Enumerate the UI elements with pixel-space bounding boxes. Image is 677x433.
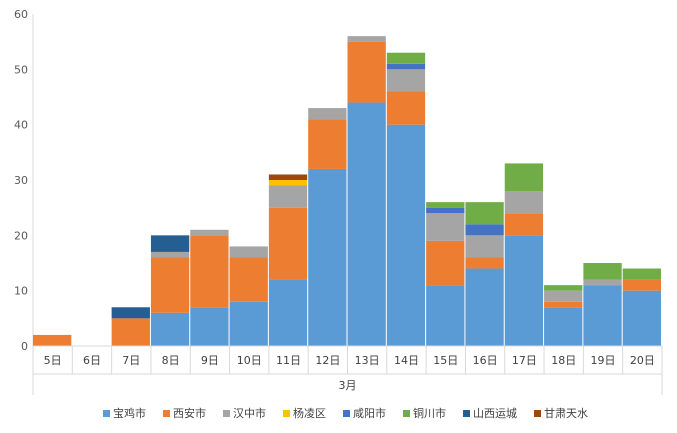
legend-swatch <box>403 410 410 417</box>
legend-swatch <box>283 410 290 417</box>
bar-segment <box>426 207 465 214</box>
y-tick-label: 50 <box>14 63 28 76</box>
x-tick-label: 8日 <box>162 354 180 367</box>
legend-label: 西安市 <box>173 406 206 420</box>
bar-segment <box>504 235 544 346</box>
bar-segment <box>150 251 190 258</box>
x-tick-label: 20日 <box>630 354 655 367</box>
y-tick-label: 20 <box>14 229 28 242</box>
bar-segment <box>386 63 426 70</box>
bar-segment <box>190 229 229 236</box>
bar-segment <box>229 246 268 258</box>
bar-segment <box>544 307 583 346</box>
bar-segment <box>465 268 504 346</box>
bar-segment <box>347 36 386 42</box>
bar-segment <box>622 290 661 346</box>
bar-segment <box>465 235 504 258</box>
bar-segment <box>622 279 661 291</box>
bar-segment <box>426 285 465 346</box>
bar-segment <box>268 279 308 346</box>
legend-label: 杨凌区 <box>293 406 326 420</box>
x-tick-label: 19日 <box>591 354 616 367</box>
bar-segment <box>190 235 229 308</box>
bar-segment <box>465 257 504 269</box>
bar-segment <box>190 307 229 346</box>
bar-segment <box>268 207 308 280</box>
bar-segment <box>268 180 308 186</box>
legend-swatch <box>163 410 170 417</box>
bar-segment <box>386 52 426 64</box>
x-tick-label: 14日 <box>394 354 419 367</box>
x-tick-label: 6日 <box>83 354 101 367</box>
bar-segment <box>426 240 465 286</box>
bar-segment <box>150 257 190 313</box>
bar-segment <box>308 119 347 169</box>
bar-segment <box>229 301 268 346</box>
bar-segment <box>111 307 150 319</box>
legend-label: 山西运城 <box>473 407 517 420</box>
x-tick-label: 9日 <box>201 354 219 367</box>
bar-segment <box>268 185 308 208</box>
bar-segment <box>583 279 622 286</box>
x-tick-label: 5日 <box>44 354 62 367</box>
y-tick-label: 30 <box>14 174 28 187</box>
bar-segment <box>583 285 622 346</box>
bar-segment <box>386 91 426 125</box>
bar-segment <box>111 318 150 346</box>
bar-segment <box>426 213 465 241</box>
bar-segment <box>544 285 583 291</box>
bar-segment <box>544 290 583 302</box>
legend-swatch <box>343 410 350 417</box>
x-tick-label: 13日 <box>355 354 380 367</box>
bar-segment <box>150 312 190 346</box>
bar-segment <box>465 224 504 236</box>
bar-segment <box>386 69 426 92</box>
x-tick-label: 17日 <box>512 354 537 367</box>
legend-swatch <box>463 410 470 417</box>
bar-segment <box>583 263 622 280</box>
bars <box>33 36 661 347</box>
y-tick-label: 10 <box>14 285 28 298</box>
legend-swatch <box>103 410 110 417</box>
legend-label: 铜川市 <box>413 406 446 420</box>
x-tick-label: 16日 <box>473 354 498 367</box>
legend: 宝鸡市 西安市 汉中市 杨凌区 咸阳市 铜川市 山西运城 甘肃天水 <box>103 406 588 420</box>
x-tick-label: 11日 <box>276 354 301 367</box>
bar-segment <box>622 268 661 280</box>
bar-segment <box>308 168 347 346</box>
legend-label: 宝鸡市 <box>113 406 146 420</box>
bar-segment <box>150 235 190 252</box>
bar-segment <box>386 124 426 347</box>
legend-label: 咸阳市 <box>353 406 386 420</box>
bar-segment <box>426 202 465 208</box>
bar-segment <box>504 213 544 236</box>
x-tick-label: 7日 <box>122 354 140 367</box>
bar-segment <box>347 41 386 103</box>
x-tick-label: 10日 <box>237 354 262 367</box>
legend-label: 汉中市 <box>233 406 266 420</box>
bar-segment <box>347 102 386 347</box>
bar-segment <box>33 334 72 346</box>
bar-segment <box>229 257 268 302</box>
x-axis: 5日 6日 7日 8日 9日 10日 11日 12日 13日 14日 15日 16日 17日 18日 19日… <box>32 345 663 395</box>
x-tick-label: 12日 <box>315 354 340 367</box>
legend-swatch <box>534 410 541 417</box>
x-group-label: 3月 <box>339 379 357 392</box>
bar-segment <box>504 163 544 192</box>
y-tick-label: 40 <box>14 119 28 132</box>
bar-segment <box>544 301 583 308</box>
y-tick-label: 60 <box>14 8 28 21</box>
legend-label: 甘肃天水 <box>544 407 588 420</box>
y-axis-ticks: 0 10 20 30 40 50 60 <box>14 8 28 353</box>
bar-segment <box>268 174 308 180</box>
x-tick-label: 15日 <box>433 354 458 367</box>
y-tick-label: 0 <box>21 340 28 353</box>
legend-swatch <box>223 410 230 417</box>
bar-segment <box>308 108 347 120</box>
x-tick-label: 18日 <box>551 354 576 367</box>
bar-segment <box>465 202 504 225</box>
bar-segment <box>504 191 544 214</box>
